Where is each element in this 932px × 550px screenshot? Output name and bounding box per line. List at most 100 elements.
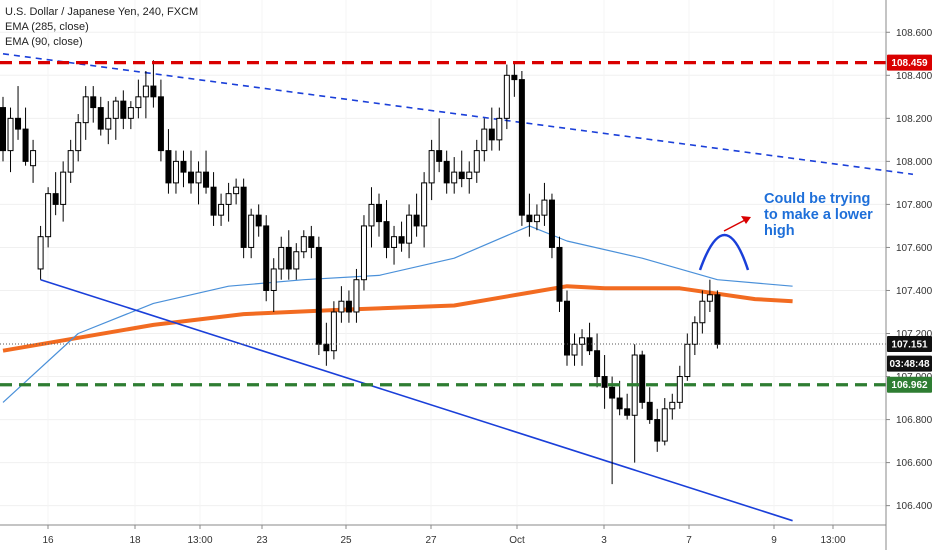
candle-body-up [112, 100, 119, 119]
candle-body-down [609, 386, 616, 399]
candle-body-up [225, 193, 232, 205]
upper-trendline [2, 52, 914, 176]
y-tick-label: 106.800 [896, 415, 932, 426]
price-tag-label: 106.962 [891, 380, 928, 391]
candle-body-up [172, 160, 179, 184]
candle-body-down [586, 337, 593, 352]
candle-body-up [676, 376, 683, 403]
candle [428, 139, 435, 201]
candle [0, 96, 6, 162]
candle [383, 200, 390, 259]
candle-body-down [188, 171, 194, 184]
candle-body-down [210, 186, 217, 216]
price-tag: 03:48:48 [887, 355, 932, 372]
candle-body-down [157, 96, 164, 152]
candles [0, 60, 721, 485]
candle [413, 193, 420, 237]
price-tag: 107.151 [887, 336, 932, 353]
candle [180, 150, 187, 188]
candle-body-up [218, 203, 225, 216]
candle [398, 221, 405, 252]
candle-body-up [248, 214, 255, 248]
candle [458, 150, 465, 188]
candle-body-down [511, 74, 518, 81]
candle [714, 290, 721, 349]
candle [203, 150, 210, 194]
chart-annotation: Could be trying to make a lower high [764, 191, 873, 239]
x-tick-label: 13:00 [820, 535, 845, 546]
candle [526, 193, 533, 237]
candle-body-down [714, 294, 721, 345]
legend-ema-90: EMA (90, close) [5, 36, 83, 48]
price-tag: 108.459 [887, 54, 932, 71]
candle [127, 101, 134, 130]
candle [112, 96, 119, 140]
candle-body-down [255, 214, 262, 227]
candle [315, 236, 322, 356]
candle [338, 286, 345, 323]
candle-body-down [458, 171, 465, 180]
candle [330, 301, 337, 360]
candle [639, 350, 646, 409]
candle [376, 193, 382, 237]
candle-body-up [661, 408, 668, 442]
y-tick-label: 108.000 [896, 157, 932, 168]
y-tick-label: 107.400 [896, 286, 932, 297]
candle-body-down [594, 350, 601, 378]
candle [586, 322, 593, 356]
candle [646, 387, 653, 424]
candle [120, 90, 127, 130]
candle-body-down [323, 343, 330, 352]
candle-body-down [624, 408, 631, 416]
candle-body-up [571, 343, 578, 356]
candle-body-down [240, 186, 247, 248]
candle [616, 380, 623, 416]
candle [609, 376, 616, 485]
candle [676, 365, 683, 409]
price-tag-label: 108.459 [891, 58, 928, 69]
y-tick-label: 108.200 [896, 114, 932, 125]
candle [654, 408, 661, 452]
candle-body-up [60, 171, 67, 205]
x-tick-label: 9 [771, 535, 777, 546]
candle-body-up [293, 251, 300, 270]
candle-body-up [37, 236, 44, 270]
candle-body-down [315, 246, 322, 345]
candle-body-up [428, 150, 435, 184]
annotation-arc [698, 216, 751, 271]
candle-body-up [82, 96, 89, 124]
candle [488, 107, 495, 151]
candle [571, 333, 578, 366]
annotation-line-2: to make a lower [764, 207, 873, 223]
candle-body-down [52, 193, 59, 205]
legend-ema-285: EMA (285, close) [5, 21, 89, 33]
candle [82, 86, 89, 140]
candle [436, 118, 443, 173]
candle-body-up [135, 96, 142, 109]
candle-body-down [383, 221, 390, 248]
candle [451, 157, 458, 194]
candle [225, 182, 232, 222]
candle-body-down [0, 107, 6, 152]
candle-body-up [533, 214, 540, 223]
price-tag-bg [887, 355, 932, 372]
candle-body-down [526, 214, 533, 223]
candle [406, 204, 413, 259]
candle [345, 290, 352, 323]
candle [165, 129, 172, 194]
candle-body-up [67, 150, 74, 173]
ema-285-line [2, 284, 793, 353]
red-arrow-line [723, 218, 748, 232]
candle-body-up [360, 225, 367, 281]
candle-body-down [285, 246, 292, 270]
candle [15, 86, 22, 140]
candle-body-up [496, 117, 503, 141]
candle [37, 225, 44, 280]
candle-body-down [616, 397, 623, 410]
candle-body-down [180, 160, 187, 173]
candle-body-up [45, 193, 52, 238]
candle [624, 393, 631, 420]
candle [105, 101, 112, 145]
candle-body-up [579, 337, 586, 345]
candle [541, 182, 548, 226]
